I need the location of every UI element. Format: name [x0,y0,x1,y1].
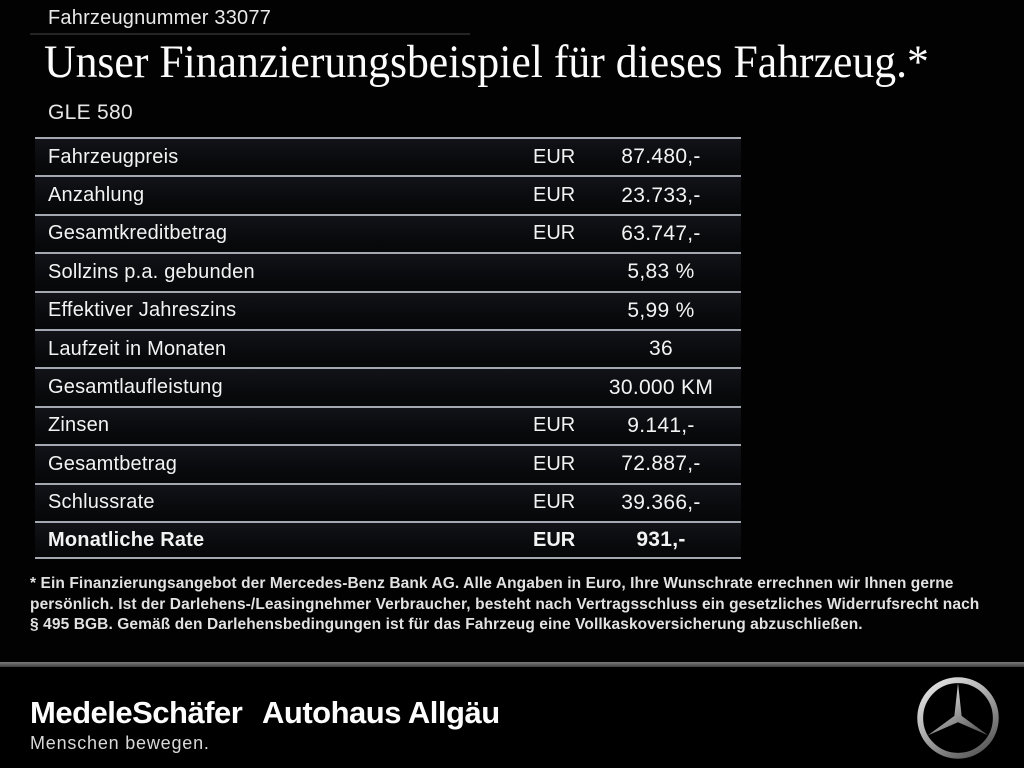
table-row: Gesamtbetrag EUR 72.887,- [35,444,741,483]
row-value: 23.733,- [621,183,701,207]
page-title: Unser Finanzierungsbeispiel für dieses F… [44,36,929,88]
vehicle-number: Fahrzeugnummer 33077 [48,7,272,29]
row-currency: EUR [533,491,576,514]
footer-separator [0,662,1024,667]
table-row: Gesamtkreditbetrag EUR 63.747,- [35,213,741,253]
row-label: Schlussrate [48,491,155,514]
row-value: 36 [649,337,673,361]
header-divider [30,33,470,35]
row-value: 72.887,- [621,452,701,476]
row-value: 9.141,- [627,413,695,437]
row-currency: EUR [533,222,576,245]
row-label: Effektiver Jahreszins [48,299,237,322]
row-currency: EUR [533,414,576,437]
row-value: 39.366,- [621,490,701,514]
row-label: Laufzeit in Monaten [48,337,227,360]
table-row: Monatliche Rate EUR 931,- [35,520,741,560]
table-row: Zinsen EUR 9.141,- [35,405,741,445]
footer: MedeleSchäfer Autohaus Allgäu Menschen b… [0,667,1024,768]
table-row: Schlussrate EUR 39.366,- [35,482,741,521]
table-row: Fahrzeugpreis EUR 87.480,- [35,137,741,176]
row-currency: EUR [533,184,576,207]
row-label: Gesamtlaufleistung [48,376,223,399]
row-value: 5,99 % [627,298,695,322]
row-label: Anzahlung [48,184,145,207]
table-row: Anzahlung EUR 23.733,- [35,175,741,214]
row-value: 87.480,- [621,145,701,169]
row-label: Gesamtkreditbetrag [48,222,228,245]
row-value: 30.000 KM [608,375,714,399]
dealer-tagline: Menschen bewegen. [30,733,210,753]
row-label: Monatliche Rate [48,528,205,551]
row-label: Fahrzeugpreis [48,145,179,168]
row-label: Zinsen [48,414,110,437]
dealer-logo-autohaus-allgaeu: Autohaus Allgäu [262,695,500,730]
disclaimer-text: * Ein Finanzierungsangebot der Mercedes-… [30,575,980,633]
row-value: 5,83 % [627,260,695,284]
row-label: Sollzins p.a. gebunden [48,260,255,283]
vehicle-model: GLE 580 [48,101,133,124]
row-value: 931,- [636,528,686,552]
row-currency: EUR [533,145,576,168]
table-row: Sollzins p.a. gebunden 5,83 % [35,252,741,291]
table-row: Laufzeit in Monaten 36 [35,328,741,368]
dealer-logo-medele-schaefer: MedeleSchäfer [30,695,243,730]
finance-table: Fahrzeugpreis EUR 87.480,- Anzahlung EUR… [35,137,741,560]
table-row: Effektiver Jahreszins 5,99 % [35,290,741,329]
row-currency: EUR [533,452,576,475]
row-currency: EUR [533,528,576,551]
table-row: Gesamtlaufleistung 30.000 KM [35,367,741,406]
row-value: 63.747,- [621,221,701,245]
row-label: Gesamtbetrag [48,452,178,475]
mercedes-benz-star-icon [917,677,999,759]
